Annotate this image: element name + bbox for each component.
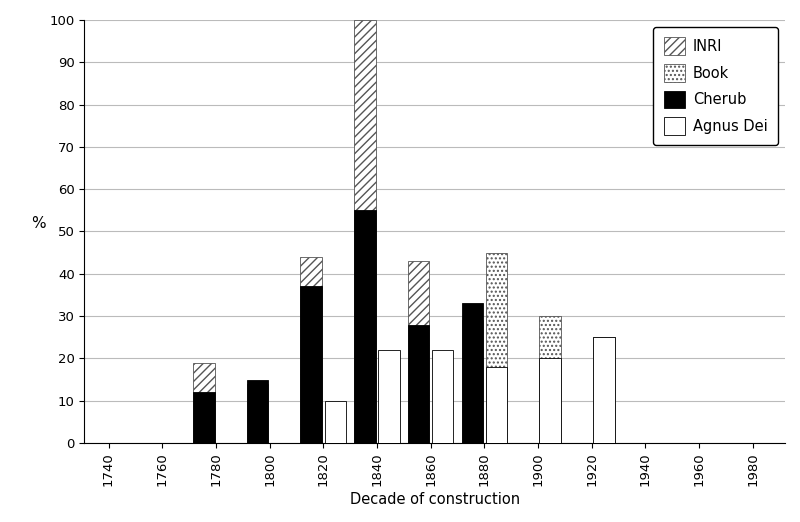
Y-axis label: %: % xyxy=(31,217,46,231)
Bar xyxy=(486,367,507,443)
Bar xyxy=(325,401,346,443)
Bar xyxy=(378,350,400,443)
Bar xyxy=(539,359,561,443)
Bar xyxy=(486,253,507,443)
Bar xyxy=(539,316,561,443)
Bar xyxy=(462,321,483,443)
Bar xyxy=(408,261,430,443)
Legend: INRI, Book, Cherub, Agnus Dei: INRI, Book, Cherub, Agnus Dei xyxy=(654,27,778,145)
Bar xyxy=(408,325,430,443)
Bar xyxy=(593,337,614,443)
Bar xyxy=(593,337,614,443)
Bar xyxy=(301,257,322,443)
Bar xyxy=(301,287,322,443)
Bar xyxy=(246,384,268,443)
Bar xyxy=(354,210,376,443)
Bar xyxy=(246,379,268,443)
Bar xyxy=(193,363,214,443)
Bar xyxy=(354,20,376,443)
Bar xyxy=(432,350,454,443)
X-axis label: Decade of construction: Decade of construction xyxy=(350,492,520,507)
Bar xyxy=(193,392,214,443)
Bar xyxy=(462,303,483,443)
